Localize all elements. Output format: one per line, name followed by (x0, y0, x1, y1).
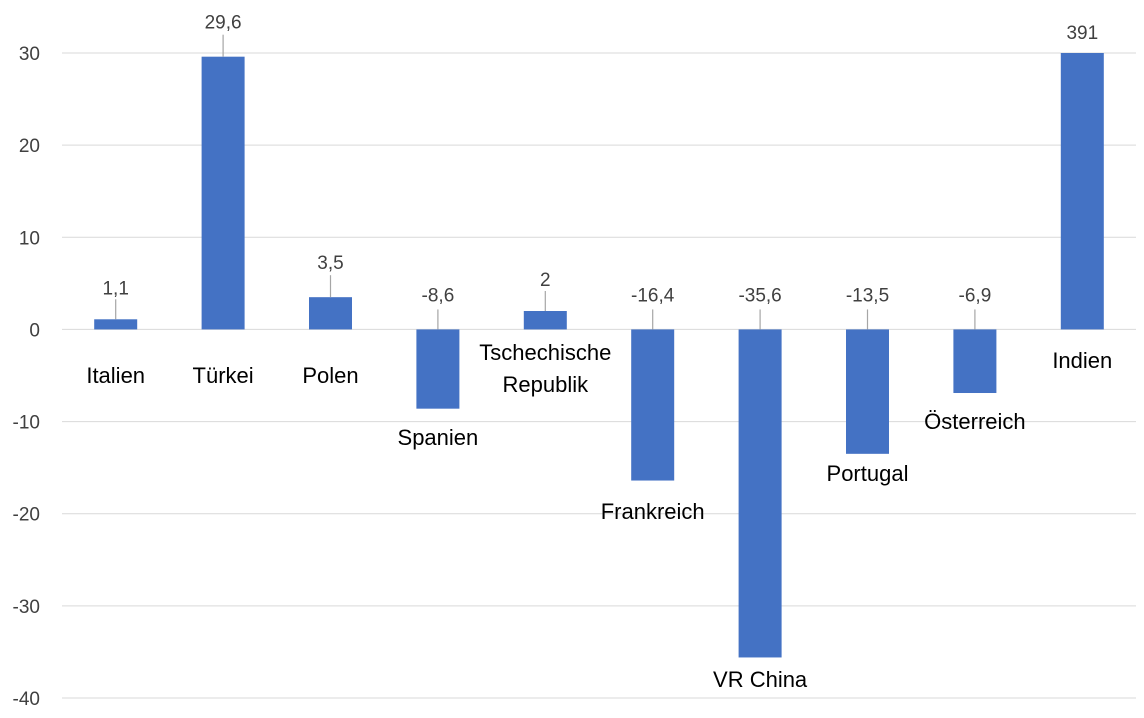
data-label-portugal: -13,5 (846, 285, 889, 306)
category-label-tschechische-republik: Tschechische Republik (479, 340, 611, 397)
category-label-turkei: Türkei (193, 363, 254, 388)
bar-turkei (201, 56, 245, 330)
data-label-tschechische-republik: 2 (540, 270, 551, 291)
bar-italien (94, 319, 138, 330)
category-label-indien: Indien (1052, 348, 1112, 373)
data-label-spanien: -8,6 (422, 285, 455, 306)
category-label-osterreich: Österreich (924, 409, 1025, 434)
data-label-italien: 1,1 (102, 278, 128, 299)
category-label-polen: Polen (302, 363, 358, 388)
y-tick-label: -10 (13, 413, 40, 434)
bar-indien (1060, 53, 1104, 330)
data-label-polen: 3,5 (317, 253, 343, 274)
bar-portugal (846, 329, 889, 454)
data-labels: 1,1 29,6 3,5 -8,6 2 -16,4 -35,6 -13,5 -6,9 391 (102, 13, 1098, 307)
bar-frankreich (631, 329, 675, 481)
bar-tschechische-republik (523, 311, 567, 330)
data-label-turkei: 29,6 (205, 13, 242, 34)
category-label-frankreich: Frankreich (601, 499, 705, 524)
y-tick-label: 30 (19, 44, 40, 65)
y-axis-tick-labels: -40 -30 -20 -10 0 10 20 30 (13, 44, 40, 710)
y-tick-label: 0 (29, 320, 40, 341)
y-tick-label: 20 (19, 136, 40, 157)
y-tick-label: -30 (13, 597, 40, 618)
data-label-leaders (115, 34, 976, 330)
bar-spanien (416, 329, 460, 409)
data-label-vr-china: -35,6 (738, 285, 781, 306)
category-label-italien: Italien (86, 363, 145, 388)
category-label-portugal: Portugal (827, 461, 909, 486)
bar-vr-china (738, 329, 782, 658)
data-label-osterreich: -6,9 (959, 285, 992, 306)
category-label-vr-china: VR China (713, 667, 808, 692)
y-tick-label: -40 (13, 689, 40, 710)
data-label-indien: 391 (1066, 23, 1098, 44)
category-labels: Italien Türkei Polen Spanien Tschechische Rep… (86, 340, 1112, 692)
y-tick-label: 10 (19, 228, 40, 249)
bars (94, 53, 1104, 658)
y-tick-label: -20 (13, 505, 40, 526)
data-label-frankreich: -16,4 (631, 285, 675, 306)
category-label-spanien: Spanien (398, 425, 479, 450)
bar-polen (309, 297, 352, 330)
bar-osterreich (953, 329, 997, 394)
